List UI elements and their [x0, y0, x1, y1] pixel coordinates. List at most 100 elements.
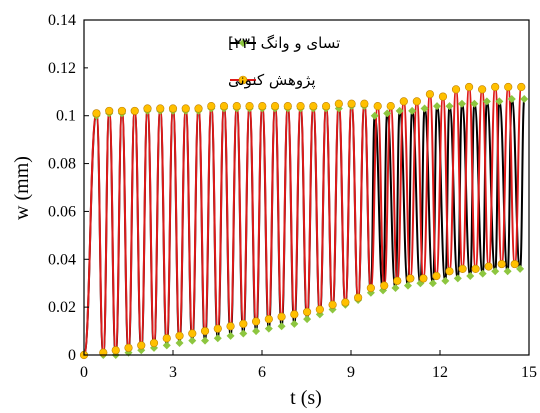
y-tick-label: 0.14	[48, 12, 76, 29]
data-point-series-1	[420, 104, 429, 113]
y-tick-label: 0.1	[56, 108, 76, 125]
data-point-series-2	[302, 307, 312, 317]
data-point-series-2	[438, 92, 448, 101]
data-point-series-1	[491, 267, 500, 276]
data-point-series-2	[464, 82, 474, 92]
data-point-series-1	[175, 339, 184, 348]
data-point-series-2	[478, 85, 487, 94]
data-point-series-2	[156, 104, 165, 113]
x-axis: 0 3 6 9 12 15	[80, 350, 537, 381]
data-point-series-2	[406, 274, 415, 283]
data-point-series-2	[315, 305, 324, 314]
data-point-series-2	[194, 104, 203, 113]
data-point-series-2	[111, 346, 120, 355]
data-point-series-2	[219, 102, 229, 111]
data-point-series-2	[451, 85, 461, 94]
data-point-series-2	[321, 102, 331, 111]
data-point-series-1	[264, 324, 273, 333]
data-point-series-1	[520, 94, 529, 103]
data-point-series-2	[239, 319, 248, 328]
data-point-series-2	[504, 82, 513, 92]
data-point-series-1	[277, 322, 286, 331]
data-point-series-1	[495, 97, 504, 106]
data-point-series-2	[105, 106, 114, 116]
data-point-series-1	[303, 315, 312, 324]
data-point-series-1	[201, 336, 210, 345]
x-tick-label: 9	[347, 364, 355, 381]
legend-marker-series-2	[238, 75, 248, 85]
data-point-series-2	[162, 334, 171, 343]
data-point-series-2	[283, 102, 292, 111]
data-point-series-2	[264, 315, 273, 324]
data-point-series-2	[517, 82, 526, 92]
data-point-series-2	[360, 99, 369, 108]
data-point-series-2	[290, 310, 299, 319]
y-axis: 0 0.02 0.04 0.06 0.08 0.1 0.12 0.14	[48, 12, 89, 364]
x-tick-label: 6	[258, 364, 266, 381]
data-point-series-1	[466, 272, 475, 281]
data-point-series-1	[391, 284, 400, 292]
plot-lines	[83, 85, 526, 357]
data-point-series-1	[507, 94, 516, 103]
data-point-series-1	[403, 281, 412, 290]
data-point-series-2	[432, 271, 441, 281]
x-tick-label: 3	[169, 364, 177, 381]
y-tick-label: 0	[68, 347, 76, 364]
x-tick-label: 15	[521, 364, 537, 381]
data-point-series-2	[412, 97, 421, 106]
data-point-series-2	[341, 298, 350, 307]
legend: تسای و وانگ [۲۳] پژوهش کنونی	[88, 24, 340, 96]
y-tick-label: 0.08	[48, 156, 76, 173]
data-point-series-2	[386, 102, 395, 111]
y-axis-label: w (mm)	[11, 156, 33, 220]
data-point-series-1	[252, 327, 261, 336]
data-point-series-2	[484, 262, 493, 271]
data-point-series-2	[334, 99, 343, 108]
data-point-series-2	[458, 264, 467, 273]
data-point-series-1	[239, 329, 248, 338]
data-point-series-1	[482, 97, 491, 106]
data-point-series-2	[226, 322, 235, 331]
data-point-series-2	[373, 102, 382, 111]
y-tick-label: 0.04	[48, 251, 76, 268]
data-point-series-2	[92, 109, 101, 118]
data-point-series-1	[395, 106, 404, 115]
data-point-series-1	[503, 267, 512, 276]
data-point-series-2	[491, 82, 500, 92]
data-point-series-2	[181, 104, 190, 113]
data-point-series-2	[393, 276, 402, 285]
data-point-series-1	[162, 341, 171, 350]
data-point-series-1	[445, 102, 454, 111]
data-point-series-2	[258, 102, 267, 111]
data-point-series-2	[380, 281, 389, 290]
data-point-series-2	[471, 264, 480, 273]
data-point-series-1	[188, 336, 197, 345]
data-point-series-2	[245, 102, 254, 111]
data-point-series-2	[270, 102, 280, 111]
y-tick-label: 0.02	[48, 299, 76, 316]
data-point-series-2	[366, 283, 375, 293]
data-point-series-1	[433, 102, 442, 111]
data-point-series-2	[354, 293, 363, 302]
data-point-series-1	[441, 276, 450, 285]
legend-label-series-1: تسای و وانگ [۲۳]	[228, 34, 340, 52]
legend-marker-series-1	[239, 39, 247, 47]
data-point-series-2	[168, 104, 178, 113]
data-point-series-1	[453, 274, 462, 283]
data-point-series-2	[510, 259, 519, 269]
data-point-series-1	[383, 109, 392, 118]
data-point-series-1	[457, 99, 466, 108]
data-point-series-2	[277, 312, 286, 321]
data-point-series-2	[328, 300, 337, 309]
data-point-series-2	[137, 341, 146, 350]
data-point-series-2	[149, 338, 159, 348]
data-point-series-2	[296, 102, 305, 111]
x-axis-label: t (s)	[290, 387, 322, 409]
data-point-series-2	[207, 102, 216, 111]
data-point-series-1	[428, 279, 437, 288]
data-point-series-2	[200, 326, 210, 336]
data-point-series-2	[497, 259, 506, 269]
data-point-series-2	[425, 90, 435, 99]
data-point-series-2	[419, 274, 428, 283]
